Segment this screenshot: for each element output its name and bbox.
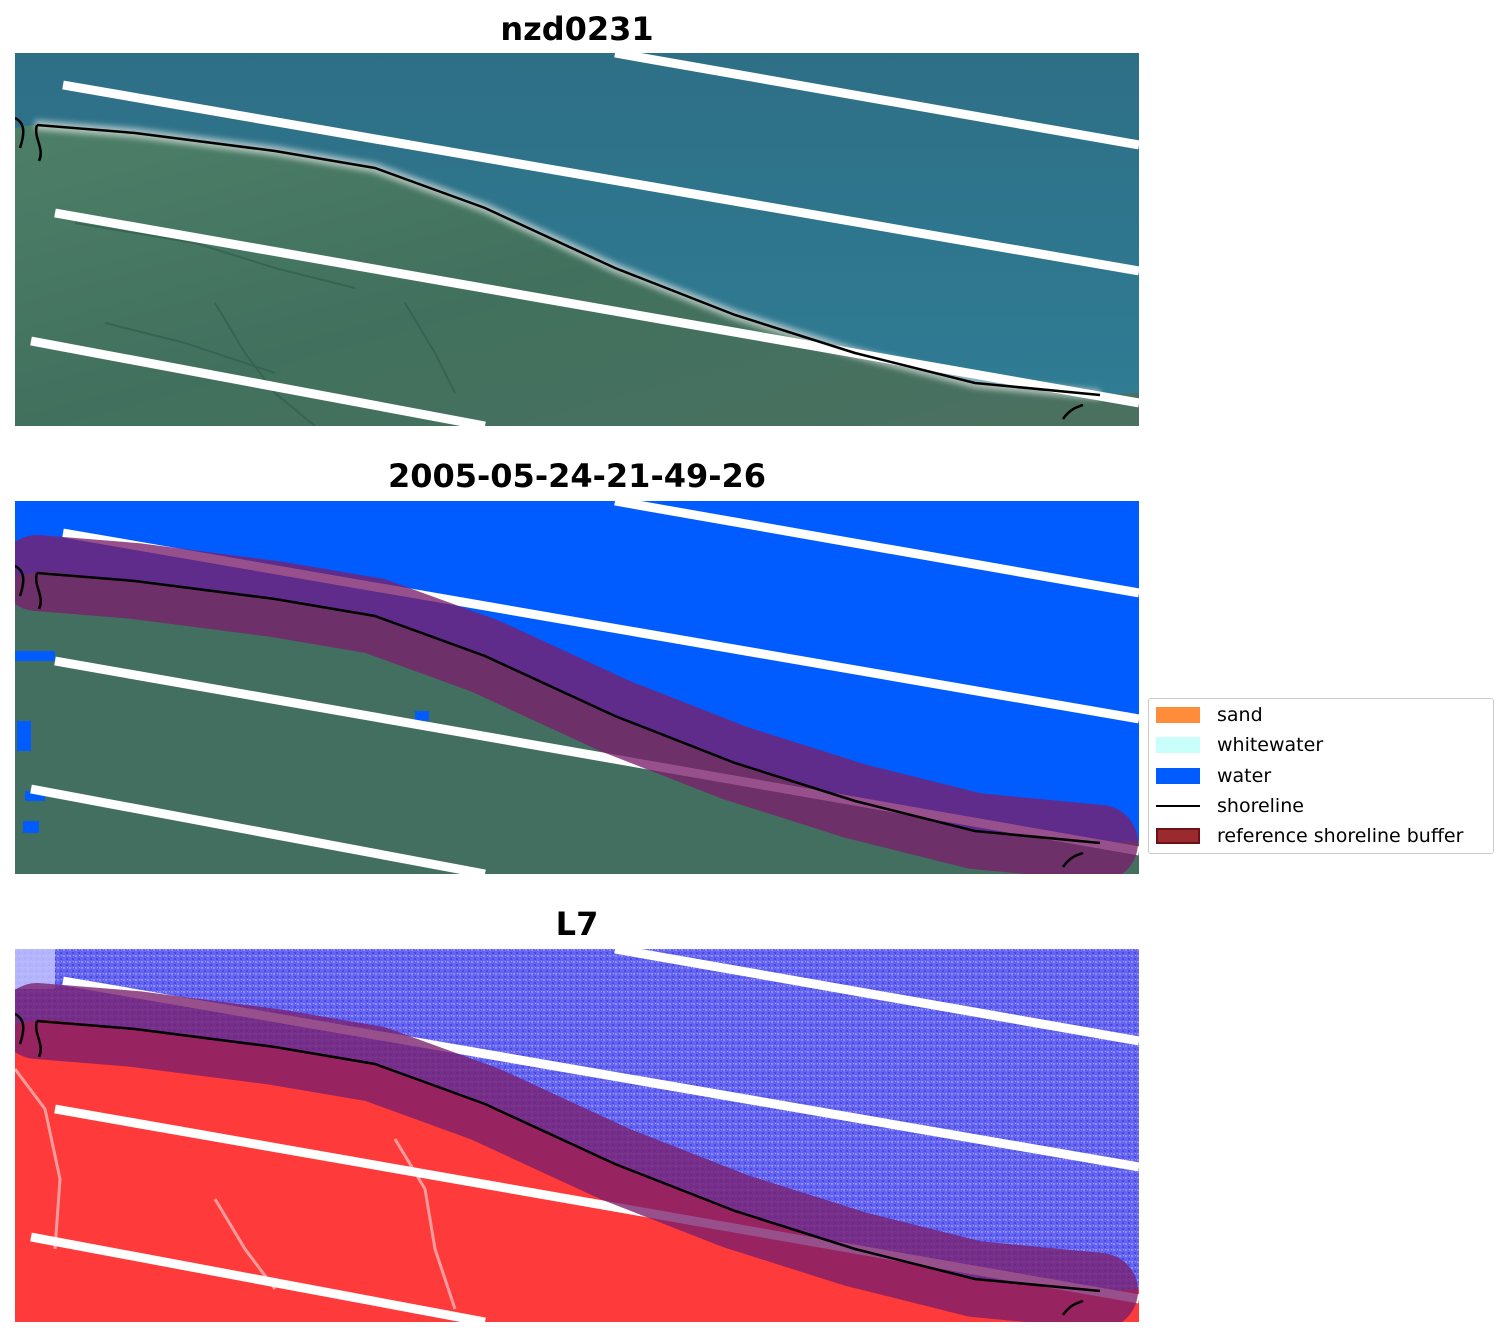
shoreline-inlet	[15, 1012, 42, 1058]
shoreline	[36, 571, 1101, 845]
transect-lines	[30, 949, 1139, 1322]
panel-title-date: 2005-05-24-21-49-26	[387, 457, 767, 495]
legend-item-shoreline: shoreline	[1156, 794, 1304, 818]
shoreline-line-swatch	[1156, 805, 1200, 807]
shoreline	[36, 123, 1101, 397]
panel-title-satellite: L7	[555, 905, 599, 943]
shoreline-inlet	[15, 116, 42, 162]
legend-item-whitewater: whitewater	[1156, 733, 1323, 757]
legend-item-water: water	[1156, 764, 1271, 788]
land-area	[15, 123, 1139, 426]
buffer-swatch	[1156, 828, 1200, 844]
water-class-patches	[15, 651, 429, 833]
mndwi-image-panel	[15, 949, 1139, 1322]
classified-image	[15, 501, 1139, 874]
rgb-satellite-image	[15, 53, 1139, 426]
transect-lines	[30, 53, 1139, 426]
rgb-image-panel	[15, 53, 1139, 426]
legend-item-buffer: reference shoreline buffer	[1156, 824, 1463, 848]
shoreline-end	[1061, 1299, 1084, 1316]
shoreline-end	[1061, 851, 1084, 868]
classified-image-panel	[15, 501, 1139, 874]
legend-label-buffer: reference shoreline buffer	[1217, 825, 1464, 847]
shoreline-end	[1061, 403, 1084, 420]
shoreline-inlet	[15, 564, 42, 610]
legend-label-sand: sand	[1217, 704, 1263, 726]
legend: sand whitewater water shoreline referenc…	[1148, 698, 1494, 854]
corner-artifact	[15, 949, 55, 989]
legend-label-whitewater: whitewater	[1217, 734, 1324, 756]
whitewater-swatch	[1156, 737, 1200, 753]
panel-title-rgb: nzd0231	[500, 10, 654, 48]
water-swatch	[1156, 768, 1200, 784]
sand-swatch	[1156, 707, 1200, 723]
land-channels	[15, 1068, 457, 1310]
land-channels	[74, 222, 456, 426]
legend-label-shoreline: shoreline	[1217, 795, 1304, 817]
legend-item-sand: sand	[1156, 703, 1263, 727]
mndwi-image	[15, 949, 1139, 1322]
legend-label-water: water	[1217, 765, 1272, 787]
shoreline	[36, 1019, 1101, 1293]
